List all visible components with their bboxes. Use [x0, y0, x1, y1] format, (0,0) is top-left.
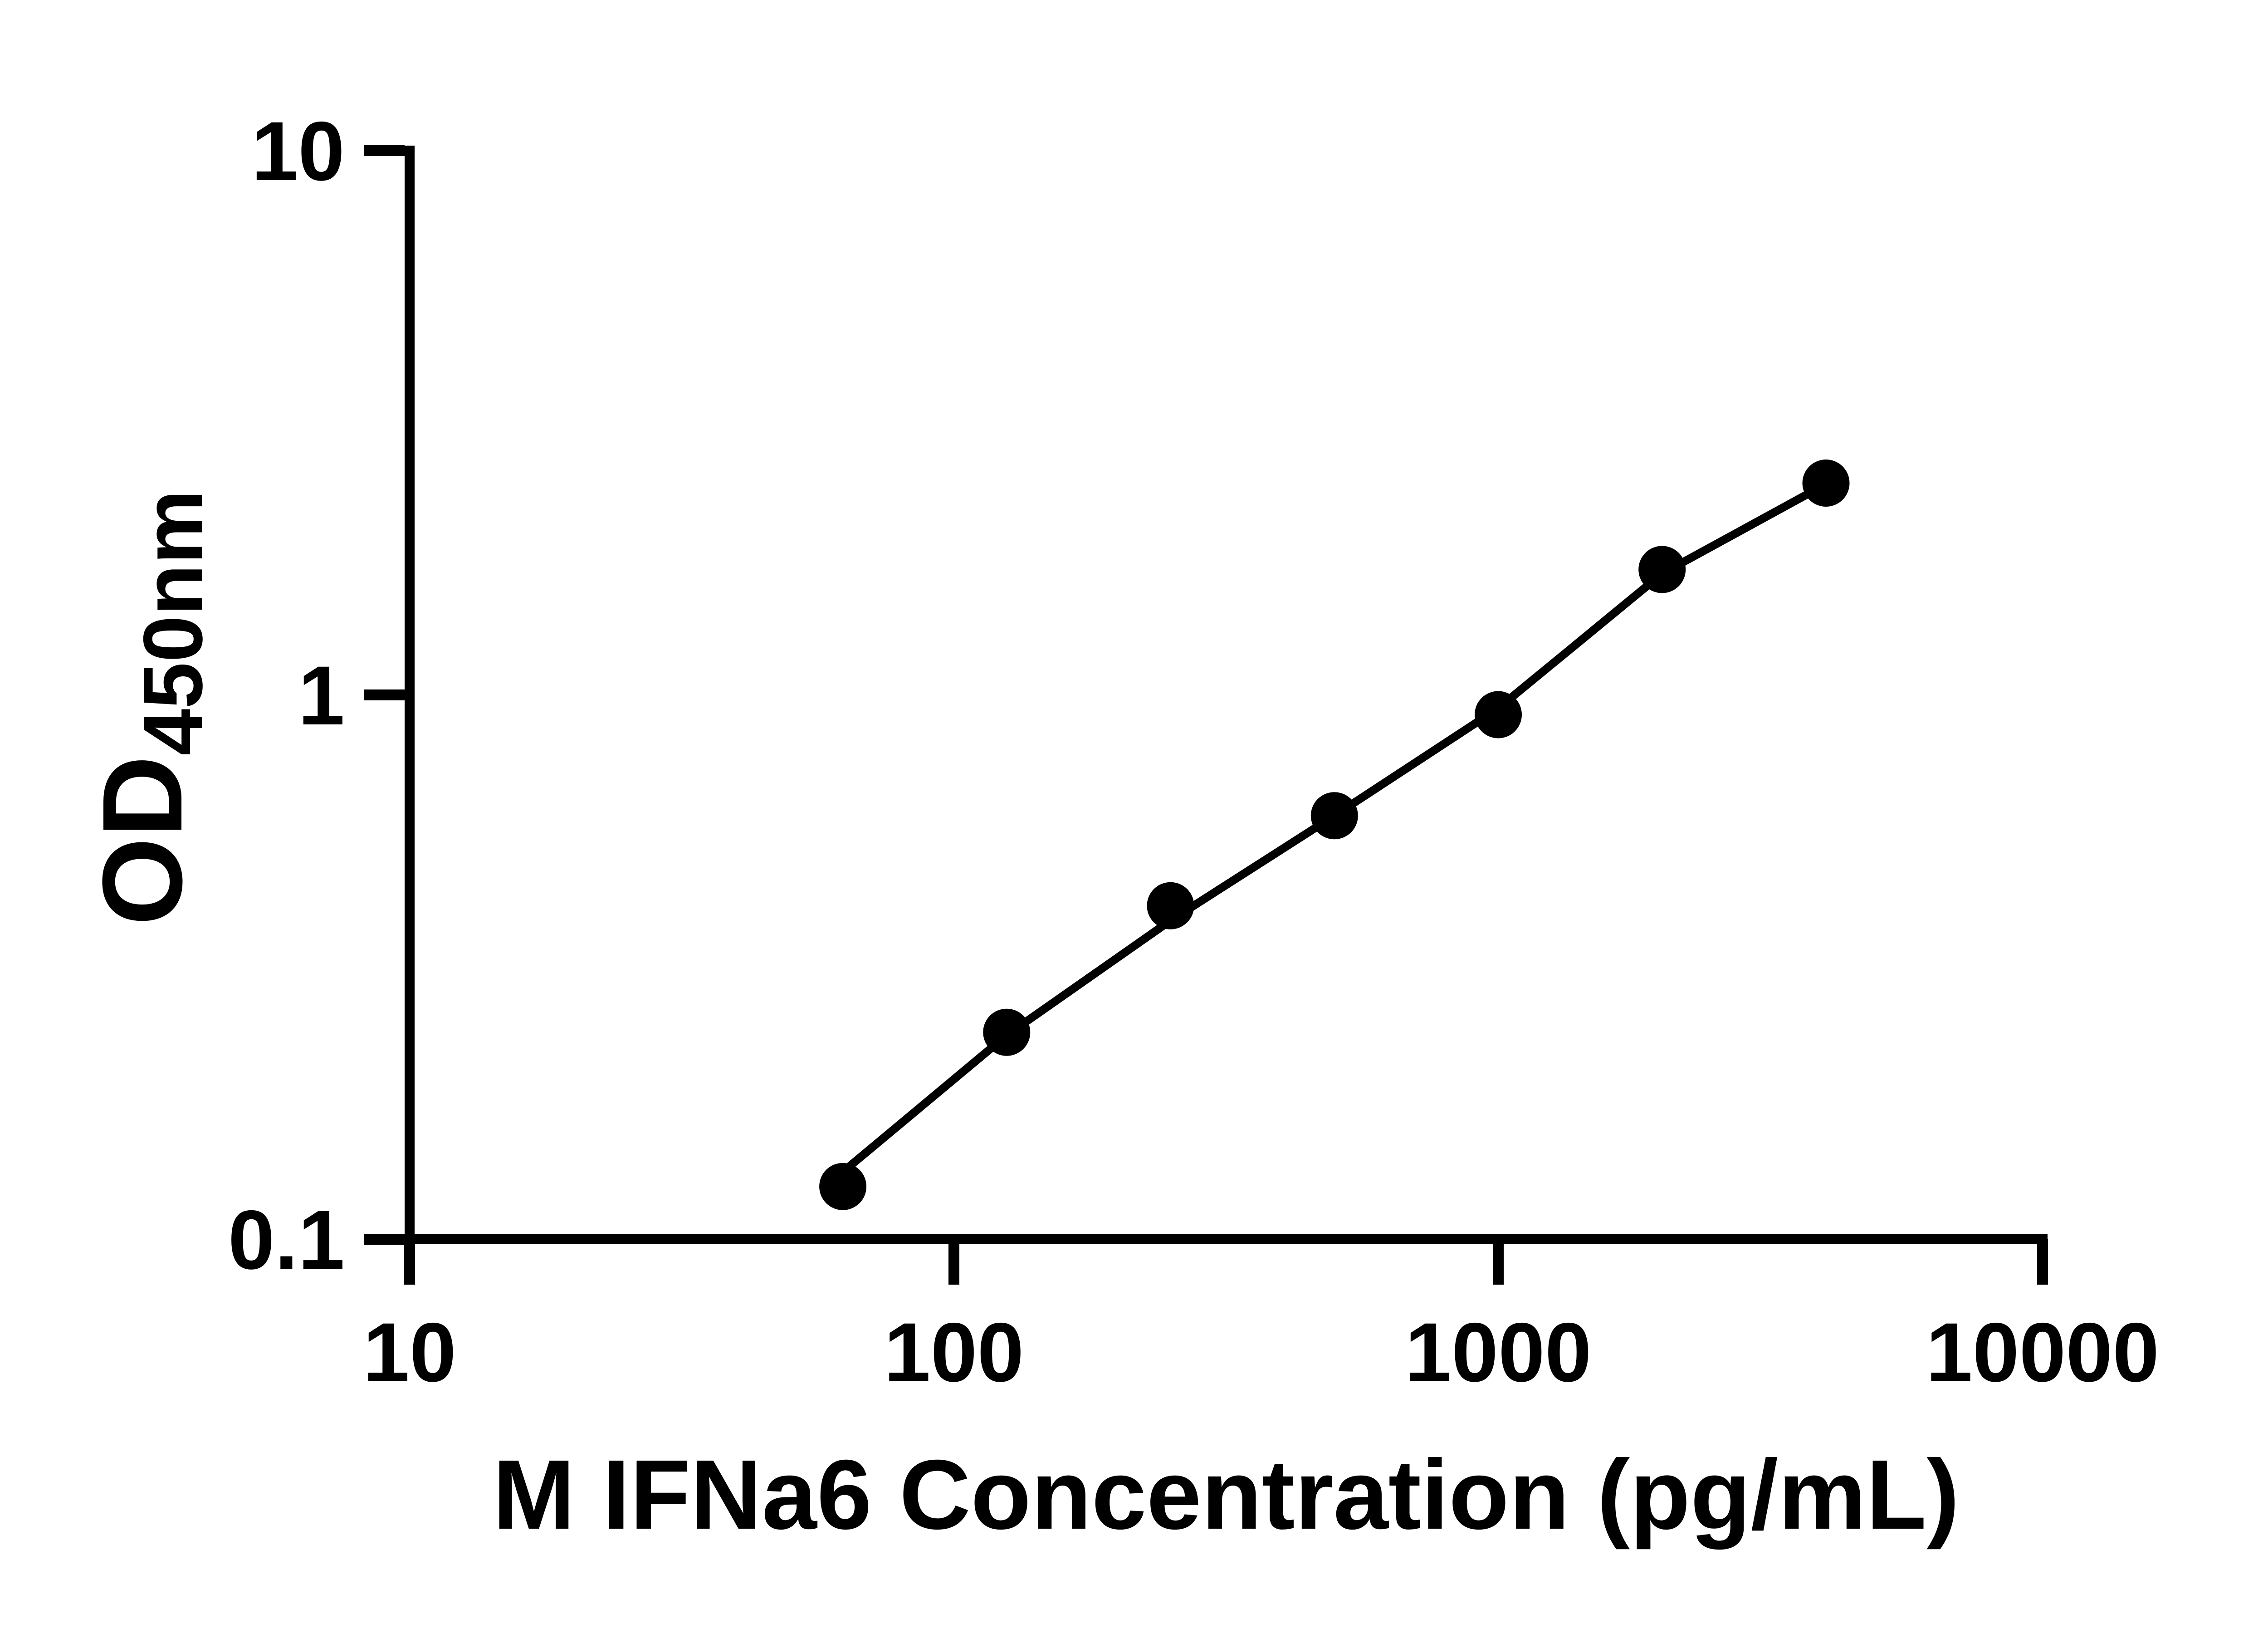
x-tick-label-1000: 1000 — [1405, 1306, 1592, 1399]
data-point-125 — [983, 1008, 1031, 1056]
x-axis-title: M IFNa6 Concentration (pg/mL) — [493, 1440, 1960, 1550]
x-tick-label-10: 10 — [363, 1306, 456, 1399]
data-point-250 — [1147, 882, 1194, 929]
y-axis-title: OD450nm — [79, 489, 220, 925]
y-axis-title-main: OD — [79, 756, 205, 926]
y-tick-label-0.1: 0.1 — [228, 1193, 345, 1287]
data-point-62.5 — [819, 1163, 867, 1210]
x-tick-label-100: 100 — [884, 1306, 1024, 1399]
y-tick-label-10: 10 — [251, 105, 345, 198]
y-tick-label-1: 1 — [298, 649, 345, 743]
data-point-4000 — [1802, 460, 1850, 507]
data-point-2000 — [1638, 546, 1686, 593]
y-axis-title-subscript: 450nm — [127, 489, 220, 755]
data-point-500 — [1310, 792, 1358, 840]
x-tick-label-10000: 10000 — [1926, 1306, 2159, 1399]
data-point-1000 — [1475, 691, 1522, 738]
data-points-group — [819, 460, 1850, 1210]
